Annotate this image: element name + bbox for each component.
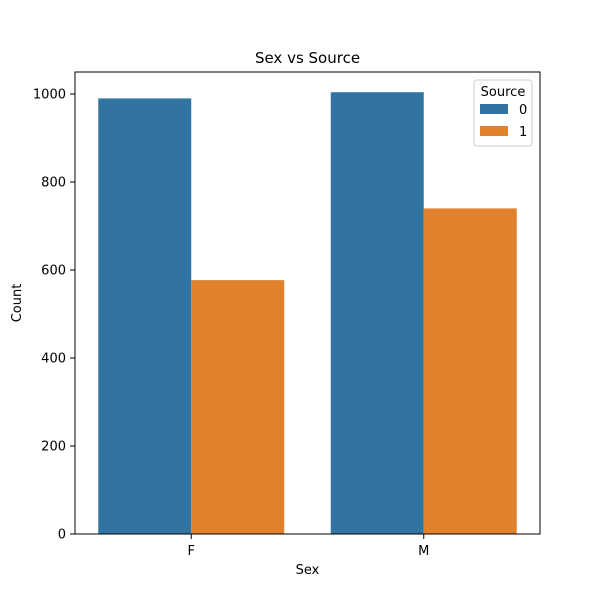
y-axis-label: Count bbox=[10, 284, 25, 323]
y-tick-label: 400 bbox=[41, 352, 66, 367]
chart-title: Sex vs Source bbox=[255, 49, 360, 67]
x-axis-label: Sex bbox=[296, 563, 320, 578]
x-tick-label: M bbox=[418, 544, 429, 559]
legend-label-source-1: 1 bbox=[519, 125, 527, 140]
bar-M-source-1 bbox=[423, 208, 517, 534]
bar-F-source-0 bbox=[98, 98, 192, 535]
bar-M-source-0 bbox=[330, 92, 424, 535]
legend-items: 01 bbox=[480, 103, 527, 140]
y-axis-ticks: 0 200 400 600 800 1000 bbox=[33, 88, 75, 543]
y-tick-label: 800 bbox=[41, 176, 66, 191]
y-tick-label: 600 bbox=[41, 264, 66, 279]
legend-label-source-0: 0 bbox=[519, 103, 527, 118]
plot-frame bbox=[74, 71, 541, 535]
legend: Source 01 bbox=[473, 79, 533, 147]
x-tick-label: F bbox=[188, 544, 195, 559]
bars-layer bbox=[98, 92, 517, 535]
legend-swatch-source-1 bbox=[480, 126, 508, 136]
y-tick-label: 1000 bbox=[33, 88, 66, 103]
legend-title: Source bbox=[481, 85, 526, 100]
bar-F-source-1 bbox=[191, 280, 285, 534]
legend-swatch-source-0 bbox=[480, 104, 508, 114]
y-tick-label: 0 bbox=[58, 528, 66, 543]
y-tick-label: 200 bbox=[41, 440, 66, 455]
